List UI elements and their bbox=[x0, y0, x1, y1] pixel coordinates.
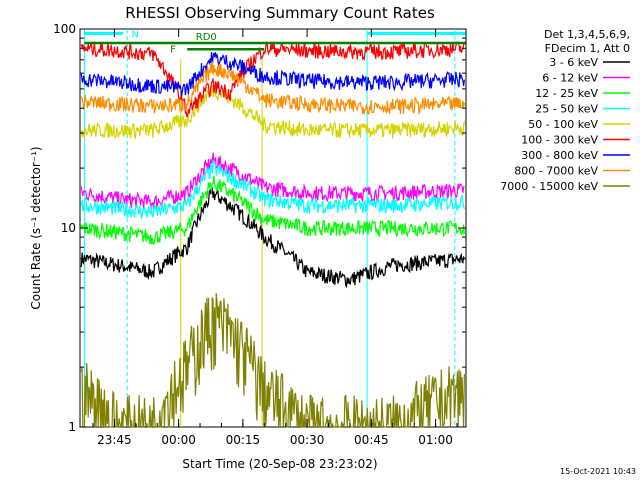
x-tick-label: 23:45 bbox=[97, 433, 132, 447]
legend-label: 100 - 300 keV bbox=[521, 134, 598, 147]
series-line bbox=[80, 85, 465, 140]
y-axis-label: Count Rate (s⁻¹ detector⁻¹) bbox=[29, 146, 43, 309]
series-line bbox=[80, 51, 465, 97]
series-line bbox=[80, 293, 465, 429]
legend-label: 300 - 800 keV bbox=[521, 149, 598, 162]
flag-n-label: N bbox=[132, 29, 139, 40]
series-line bbox=[80, 61, 465, 116]
legend-header: Det 1,3,4,5,6,9, bbox=[544, 28, 630, 41]
series-line bbox=[80, 152, 465, 210]
x-tick-label: 00:15 bbox=[226, 433, 261, 447]
x-axis-label: Start Time (20-Sep-08 23:23:02) bbox=[182, 457, 377, 471]
series-3 bbox=[80, 159, 465, 221]
legend-label: 800 - 7000 keV bbox=[514, 165, 598, 178]
legend-label: 25 - 50 keV bbox=[535, 103, 598, 116]
y-tick-label: 10 bbox=[61, 221, 76, 235]
series-line bbox=[80, 159, 465, 221]
flag-rd0-label: RD0 bbox=[196, 32, 217, 43]
y-tick-label: 100 bbox=[53, 22, 76, 36]
footer-stamp: 15-Oct-2021 10:43 bbox=[560, 467, 636, 476]
series-4 bbox=[80, 85, 465, 140]
y-tick-label: 1 bbox=[68, 420, 76, 434]
series-0 bbox=[80, 187, 465, 289]
series-1 bbox=[80, 152, 465, 210]
series-6 bbox=[80, 51, 465, 97]
legend-label: 6 - 12 keV bbox=[542, 72, 598, 85]
plot-area bbox=[79, 28, 467, 428]
series-line bbox=[80, 175, 465, 246]
legend-label: 50 - 100 keV bbox=[528, 118, 598, 131]
series-line bbox=[80, 187, 465, 289]
legend-label: 7000 - 15000 keV bbox=[500, 180, 598, 193]
legend-label: 12 - 25 keV bbox=[535, 87, 598, 100]
legend-label: 3 - 6 keV bbox=[549, 56, 598, 69]
x-tick-label: 00:45 bbox=[354, 433, 389, 447]
x-tick-label: 00:30 bbox=[290, 433, 325, 447]
legend-header: FDecim 1, Att 0 bbox=[545, 42, 630, 55]
x-tick-label: 01:00 bbox=[418, 433, 453, 447]
series-line bbox=[80, 40, 465, 118]
chart-title: RHESSI Observing Summary Count Rates bbox=[125, 4, 435, 22]
series-5 bbox=[80, 40, 465, 118]
flag-f-label: F bbox=[170, 44, 176, 55]
series-7 bbox=[80, 61, 465, 116]
series-8 bbox=[80, 293, 465, 429]
x-tick-label: 00:00 bbox=[161, 433, 196, 447]
series-2 bbox=[80, 175, 465, 246]
